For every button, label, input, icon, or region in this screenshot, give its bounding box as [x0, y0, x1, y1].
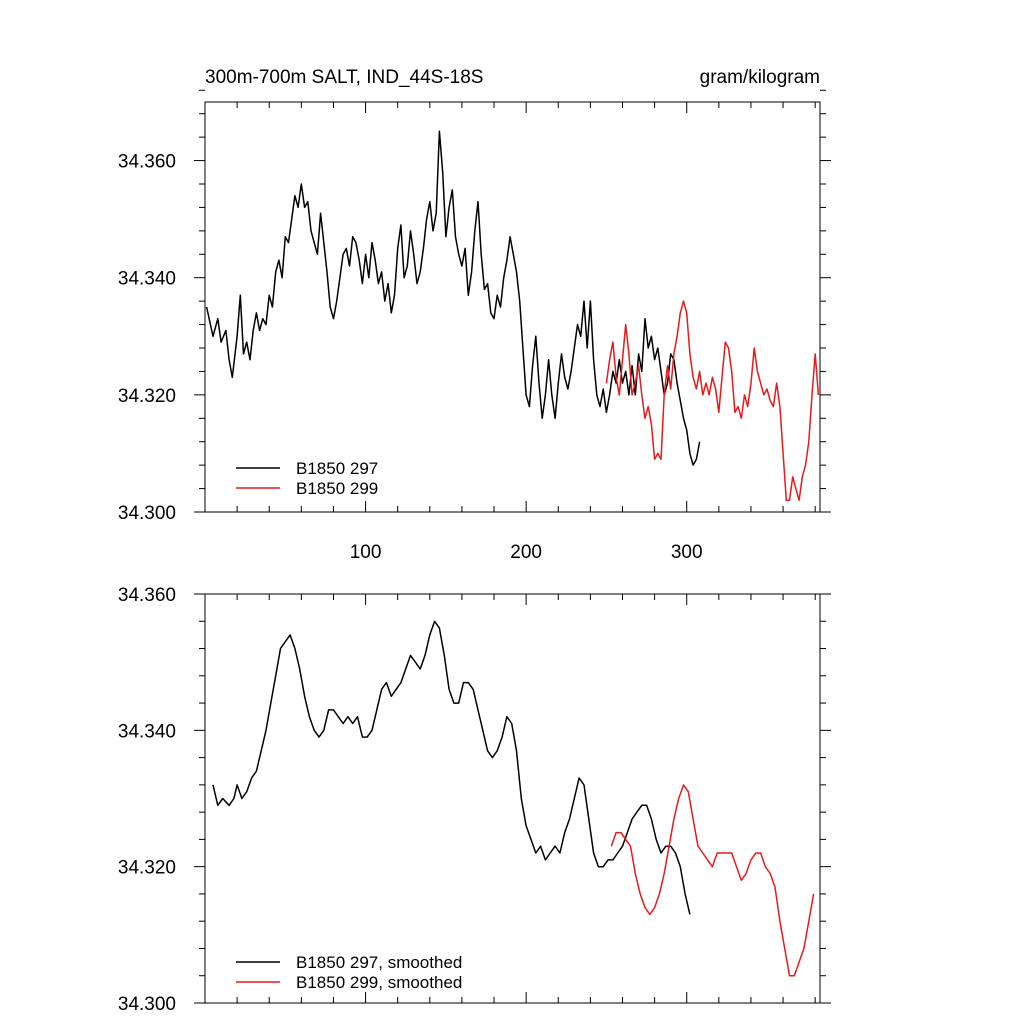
chart-title: 300m-700m SALT, IND_44S-18S — [205, 67, 483, 88]
plot-frame — [204, 101, 821, 513]
series-line-b1850-299 — [605, 300, 820, 502]
top-panel: 300m-700m SALT, IND_44S-18S gram/kilogram… — [118, 67, 831, 563]
y-tick-label: 34.320 — [118, 386, 176, 407]
y-tick-label: 34.360 — [118, 152, 176, 173]
series-line-b1850-299 — [610, 784, 815, 977]
bottom-panel: 34.300 34.320 34.340 34.360 B1850 297, smoot… — [118, 585, 831, 1015]
plot-frame — [204, 593, 821, 1004]
legend-label: B1850 297, smoothed — [296, 953, 462, 972]
y-tick-label: 34.300 — [118, 503, 176, 524]
x-tick-label: 300 — [671, 542, 703, 563]
x-tick-label: 100 — [350, 542, 382, 563]
y-tick-label: 34.340 — [118, 269, 176, 290]
series-line-b1850-297 — [212, 620, 691, 915]
x-tick-label: 200 — [510, 542, 542, 563]
series-line-b1850-297 — [205, 130, 701, 466]
y-tick-label: 34.340 — [118, 721, 176, 742]
legend-label: B1850 299, smoothed — [296, 973, 462, 992]
y-tick-label: 34.300 — [118, 994, 176, 1015]
legend-label: B1850 297 — [296, 459, 378, 478]
y-tick-label: 34.320 — [118, 858, 176, 879]
y-tick-label: 34.360 — [118, 585, 176, 606]
units-label: gram/kilogram — [700, 67, 820, 88]
legend-label: B1850 299 — [296, 479, 378, 498]
